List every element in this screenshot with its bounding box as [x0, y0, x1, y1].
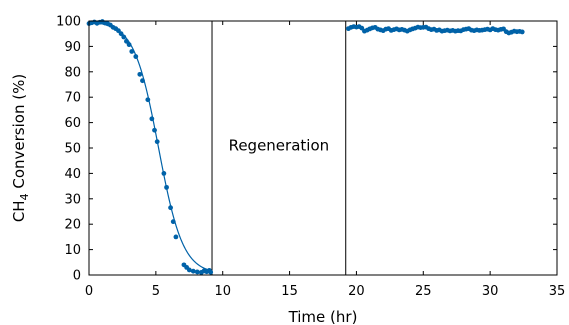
y-tick-label-60: 60: [64, 116, 81, 131]
data-point-s0-15: [126, 42, 132, 48]
y-tick-label-70: 70: [64, 91, 81, 106]
annotations: Regeneration: [229, 136, 330, 154]
phase-divider-lines: [211, 21, 347, 275]
y-tick-label-80: 80: [64, 65, 81, 80]
x-tick-label-10: 10: [214, 284, 231, 299]
x-tick-label-0: 0: [85, 284, 93, 299]
y-axis-label: CH4 Conversion (%): [10, 74, 31, 222]
y-axis-label-suffix: Conversion (%): [10, 74, 28, 194]
data-point-s0-19: [140, 78, 145, 84]
data-point-s0-27: [170, 219, 176, 225]
y-axis-label-subscript: 4: [18, 193, 31, 200]
data-point-s0-33: [194, 269, 200, 275]
data-points-layer: [86, 19, 525, 275]
data-point-s0-28: [173, 234, 179, 240]
x-tick-labels: 0 5 10 15 20 25 30 35: [85, 284, 565, 299]
x-tick-label-20: 20: [348, 284, 365, 299]
y-tick-label-20: 20: [64, 218, 81, 233]
data-point-s0-24: [161, 171, 167, 176]
y-tick-labels: 0 10 20 30 40 50 60 70 80 90 100: [56, 15, 81, 284]
data-point-s0-18: [137, 71, 143, 77]
y-tick-label-30: 30: [64, 192, 81, 207]
data-point-s0-14: [124, 38, 129, 44]
data-point-s0-31: [186, 267, 192, 273]
y-axis-label-main: CH: [10, 200, 28, 222]
data-point-s0-21: [149, 116, 155, 122]
x-tick-label-5: 5: [152, 284, 160, 299]
data-point-s0-20: [145, 97, 151, 103]
x-tick-label-25: 25: [415, 284, 432, 299]
data-point-s0-25: [164, 184, 169, 190]
data-point-s0-22: [152, 127, 157, 133]
x-axis-label: Time (hr): [288, 308, 358, 325]
x-tick-label-30: 30: [482, 284, 499, 299]
y-tick-label-0: 0: [73, 269, 81, 284]
data-point-s0-13: [121, 34, 127, 40]
y-tick-label-50: 50: [64, 142, 81, 157]
data-point-s0-17: [133, 54, 139, 59]
y-tick-label-40: 40: [64, 167, 81, 182]
annotation-regeneration: Regeneration: [229, 136, 330, 154]
plot-area: [89, 21, 557, 275]
y-tick-label-100: 100: [56, 15, 81, 30]
data-point-s1-65: [519, 29, 525, 35]
axis-ticks: [88, 20, 558, 276]
y-tick-label-10: 10: [64, 243, 81, 258]
y-tick-label-90: 90: [64, 40, 81, 55]
x-tick-label-15: 15: [281, 284, 298, 299]
data-point-s0-12: [118, 31, 124, 37]
data-point-s0-16: [129, 49, 135, 54]
data-point-s0-38: [208, 269, 214, 275]
data-point-s0-23: [154, 139, 160, 145]
x-tick-label-35: 35: [549, 284, 566, 299]
data-point-s0-26: [168, 205, 173, 211]
data-point-s0-32: [190, 268, 196, 274]
